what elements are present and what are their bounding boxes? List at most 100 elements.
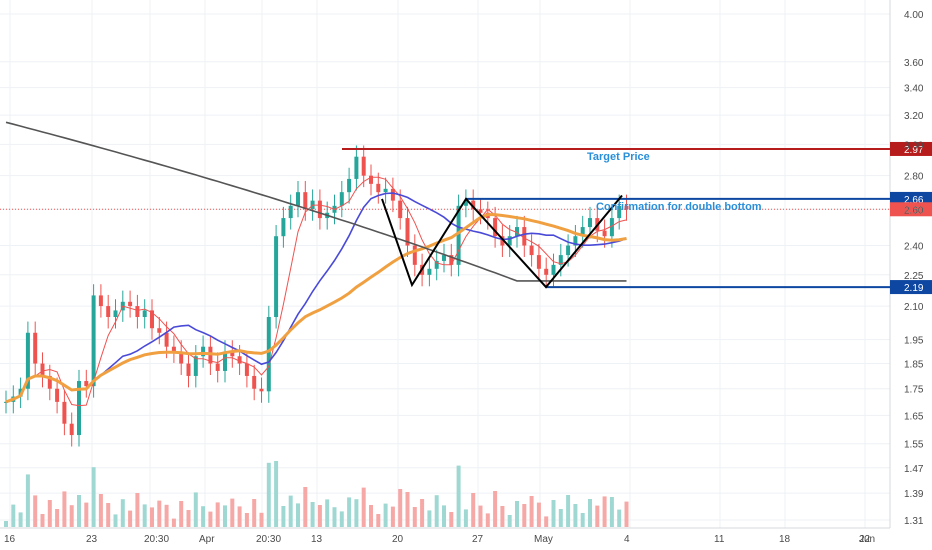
volume-bar bbox=[390, 506, 395, 527]
candle-body[interactable] bbox=[507, 236, 512, 246]
candle-body[interactable] bbox=[62, 401, 67, 424]
candle-body[interactable] bbox=[449, 255, 454, 265]
volume-bar bbox=[208, 511, 213, 527]
level-lines[interactable]: 2.97 2.662.60 2.19 bbox=[0, 141, 932, 295]
candle-body[interactable] bbox=[624, 205, 629, 210]
candle-body[interactable] bbox=[566, 245, 571, 256]
candle-body[interactable] bbox=[296, 192, 300, 206]
candle-body[interactable] bbox=[186, 363, 191, 376]
volume-bar bbox=[40, 514, 45, 527]
candle-body[interactable] bbox=[544, 268, 549, 275]
price-tick: 3.00 bbox=[904, 140, 924, 151]
candle-body[interactable] bbox=[47, 375, 52, 389]
time-tick: 27 bbox=[472, 534, 484, 545]
candle-body[interactable] bbox=[602, 230, 607, 237]
price-tick: 2.40 bbox=[904, 242, 924, 253]
candle-body[interactable] bbox=[142, 310, 147, 318]
candle-body[interactable] bbox=[193, 356, 198, 376]
candle-body[interactable] bbox=[4, 401, 8, 403]
candle-body[interactable] bbox=[69, 423, 74, 436]
candle-body[interactable] bbox=[157, 328, 162, 333]
candle-body[interactable] bbox=[55, 388, 60, 402]
volume-bar bbox=[398, 489, 403, 527]
candle-body[interactable] bbox=[339, 192, 344, 206]
candle-body[interactable] bbox=[347, 178, 352, 193]
candle-body[interactable] bbox=[201, 346, 206, 357]
candle-body[interactable] bbox=[405, 218, 410, 246]
candle-body[interactable] bbox=[558, 255, 563, 265]
support-price-label[interactable] bbox=[890, 280, 932, 295]
candle-body[interactable] bbox=[617, 205, 622, 219]
candle-body[interactable] bbox=[281, 218, 286, 237]
candle-body[interactable] bbox=[266, 317, 271, 392]
candle-body[interactable] bbox=[223, 351, 227, 371]
chart-grid bbox=[0, 0, 891, 529]
target-price-label[interactable] bbox=[890, 141, 932, 156]
candle-body[interactable] bbox=[529, 245, 534, 256]
volume-bar bbox=[274, 461, 279, 527]
candle-body[interactable] bbox=[84, 381, 89, 387]
candle-body[interactable] bbox=[478, 209, 483, 213]
candle-body[interactable] bbox=[442, 255, 446, 261]
candle-body[interactable] bbox=[244, 363, 249, 376]
price-axis[interactable]: 4.00 3.60 3.40 3.20 3.00 2.80 2.60 2.40 2.25 2.10… bbox=[904, 10, 924, 527]
candle-body[interactable] bbox=[588, 218, 592, 228]
candle-body[interactable] bbox=[463, 200, 468, 206]
candle-body[interactable] bbox=[128, 301, 133, 307]
candle-body[interactable] bbox=[515, 227, 519, 237]
volume-bar bbox=[215, 502, 220, 527]
candle-body[interactable] bbox=[376, 183, 381, 193]
candle-body[interactable] bbox=[164, 332, 169, 347]
volume-bar bbox=[230, 498, 235, 527]
candle-body[interactable] bbox=[580, 227, 585, 237]
candle-body[interactable] bbox=[288, 205, 293, 219]
price-tick: 3.40 bbox=[904, 84, 924, 95]
candle-body[interactable] bbox=[573, 236, 578, 246]
candle-body[interactable] bbox=[500, 236, 505, 246]
candle-body[interactable] bbox=[98, 295, 103, 307]
candle-body[interactable] bbox=[434, 260, 439, 269]
candle-body[interactable] bbox=[113, 310, 118, 318]
candle-body[interactable] bbox=[179, 351, 184, 364]
candle-body[interactable] bbox=[33, 332, 38, 364]
candle-body[interactable] bbox=[252, 375, 257, 389]
candle-body[interactable] bbox=[609, 218, 614, 237]
candle-body[interactable] bbox=[369, 175, 373, 184]
candle-body[interactable] bbox=[361, 156, 366, 176]
candle-body[interactable] bbox=[150, 310, 154, 329]
volume-bar bbox=[536, 502, 541, 527]
candle-body[interactable] bbox=[427, 268, 432, 275]
candle-body[interactable] bbox=[398, 200, 403, 219]
candle-body[interactable] bbox=[135, 306, 140, 318]
candle-body[interactable] bbox=[171, 346, 176, 352]
time-tick: 18 bbox=[779, 534, 791, 545]
candle-body[interactable] bbox=[91, 295, 96, 387]
candle-body[interactable] bbox=[40, 363, 45, 376]
candle-body[interactable] bbox=[383, 188, 388, 193]
candle-body[interactable] bbox=[471, 200, 476, 210]
candle-body[interactable] bbox=[317, 200, 322, 219]
candle-body[interactable] bbox=[354, 156, 359, 179]
candle-body[interactable] bbox=[259, 388, 264, 392]
candle-body[interactable] bbox=[551, 264, 556, 275]
candle-body[interactable] bbox=[237, 356, 242, 364]
candle-body[interactable] bbox=[106, 306, 111, 318]
candle-body[interactable] bbox=[522, 227, 527, 246]
candle-body[interactable] bbox=[412, 245, 417, 265]
candle-body[interactable] bbox=[390, 188, 395, 201]
candle-body[interactable] bbox=[77, 381, 81, 436]
candle-body[interactable] bbox=[456, 205, 461, 265]
candle-body[interactable] bbox=[274, 236, 279, 318]
candle-body[interactable] bbox=[536, 255, 541, 269]
candle-body[interactable] bbox=[215, 363, 220, 371]
volume-bar bbox=[529, 496, 534, 527]
last-price-price-label[interactable] bbox=[890, 202, 932, 217]
candle-body[interactable] bbox=[303, 192, 308, 210]
candlesticks[interactable] bbox=[4, 145, 629, 447]
candle-body[interactable] bbox=[25, 332, 30, 389]
volume-bar bbox=[288, 495, 293, 527]
candle-body[interactable] bbox=[230, 351, 235, 357]
candle-body[interactable] bbox=[493, 218, 498, 237]
